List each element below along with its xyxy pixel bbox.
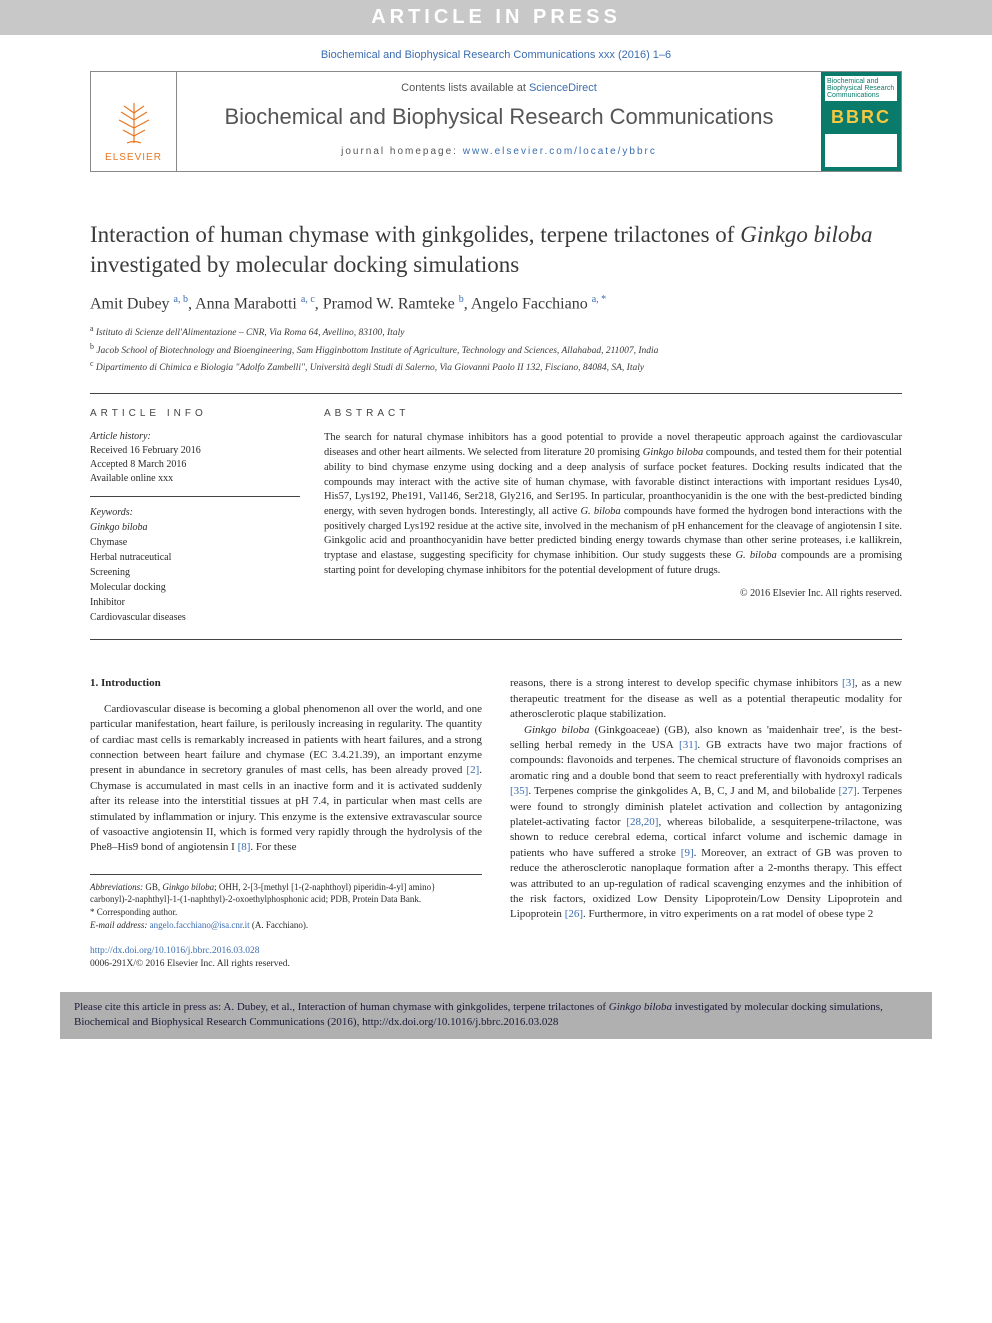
article-in-press-banner: ARTICLE IN PRESS <box>0 0 992 35</box>
footnotes: Abbreviations: GB, Ginkgo biloba; OHH, 2… <box>90 874 482 931</box>
elsevier-text: ELSEVIER <box>105 152 162 163</box>
received-date: Received 16 February 2016 <box>90 444 300 458</box>
accepted-date: Accepted 8 March 2016 <box>90 458 300 472</box>
keyword: Screening <box>90 565 300 580</box>
keyword: Cardiovascular diseases <box>90 610 300 625</box>
keyword: Inhibitor <box>90 595 300 610</box>
abstract-copyright: © 2016 Elsevier Inc. All rights reserved… <box>324 588 902 599</box>
paragraph: Cardiovascular disease is becoming a glo… <box>90 702 482 856</box>
abstract: ABSTRACT The search for natural chymase … <box>324 394 902 625</box>
paragraph: Ginkgo biloba (Ginkgoaceae) (GB), also k… <box>510 723 902 923</box>
bbrc-cover-label: Biochemical and Biophysical Research Com… <box>825 76 897 101</box>
cite-in-press-box: Please cite this article in press as: A.… <box>60 992 932 1039</box>
citation-line: Biochemical and Biophysical Research Com… <box>0 35 992 71</box>
info-abstract-row: ARTICLE INFO Article history: Received 1… <box>90 394 902 625</box>
doi-link[interactable]: http://dx.doi.org/10.1016/j.bbrc.2016.03… <box>90 946 260 956</box>
corresponding-author: * Corresponding author. <box>90 906 482 919</box>
keyword: Chymase <box>90 535 300 550</box>
article-title: Interaction of human chymase with ginkgo… <box>90 220 902 280</box>
keyword: Herbal nutraceutical <box>90 550 300 565</box>
body-columns: 1. Introduction Cardiovascular disease i… <box>90 676 902 931</box>
abstract-heading: ABSTRACT <box>324 408 902 419</box>
homepage-prefix: journal homepage: <box>341 146 463 157</box>
issn-copyright: 0006-291X/© 2016 Elsevier Inc. All right… <box>90 959 290 969</box>
homepage-link[interactable]: www.elsevier.com/locate/ybbrc <box>463 146 657 157</box>
column-right: reasons, there is a strong interest to d… <box>510 676 902 931</box>
abstract-text: The search for natural chymase inhibitor… <box>324 431 902 578</box>
available-date: Available online xxx <box>90 472 300 486</box>
journal-header: ELSEVIER Contents lists available at Sci… <box>90 71 902 172</box>
journal-homepage: journal homepage: www.elsevier.com/locat… <box>193 146 805 157</box>
paragraph: reasons, there is a strong interest to d… <box>510 676 902 722</box>
article-history: Article history: Received 16 February 20… <box>90 431 300 497</box>
authors-list: Amit Dubey a, b, Anna Marabotti a, c, Pr… <box>90 294 902 313</box>
keywords-list: Ginkgo biloba Chymase Herbal nutraceutic… <box>90 520 300 625</box>
history-label: Article history: <box>90 431 300 442</box>
keyword: Ginkgo biloba <box>90 520 300 535</box>
divider <box>90 639 902 640</box>
email-link[interactable]: angelo.facchiano@isa.cnr.it <box>150 920 250 930</box>
email-suffix: (A. Facchiano). <box>250 920 308 930</box>
bbrc-cover: Biochemical and Biophysical Research Com… <box>821 72 901 171</box>
header-center: Contents lists available at ScienceDirec… <box>177 72 821 171</box>
bbrc-acronym: BBRC <box>825 107 897 128</box>
elsevier-tree-icon <box>109 98 159 148</box>
journal-name: Biochemical and Biophysical Research Com… <box>193 104 805 130</box>
keywords-label: Keywords: <box>90 507 300 518</box>
affiliation-a: a Istituto di Scienze dell'Alimentazione… <box>90 323 902 340</box>
affiliation-c: c Dipartimento di Chimica e Biologia "Ad… <box>90 358 902 375</box>
keyword: Molecular docking <box>90 580 300 595</box>
sciencedirect-link[interactable]: ScienceDirect <box>529 82 597 94</box>
elsevier-logo: ELSEVIER <box>91 72 177 171</box>
article-info: ARTICLE INFO Article history: Received 1… <box>90 394 300 625</box>
doi-block: http://dx.doi.org/10.1016/j.bbrc.2016.03… <box>90 945 902 972</box>
email-label: E-mail address: <box>90 920 150 930</box>
contents-available: Contents lists available at ScienceDirec… <box>193 82 805 94</box>
section-heading: 1. Introduction <box>90 676 482 691</box>
contents-prefix: Contents lists available at <box>401 82 529 94</box>
column-left: 1. Introduction Cardiovascular disease i… <box>90 676 482 931</box>
article-info-heading: ARTICLE INFO <box>90 408 300 419</box>
affiliation-b: b Jacob School of Biotechnology and Bioe… <box>90 341 902 358</box>
bbrc-cover-image <box>825 134 897 167</box>
email-line: E-mail address: angelo.facchiano@isa.cnr… <box>90 919 482 932</box>
abbreviations: Abbreviations: GB, Ginkgo biloba; OHH, 2… <box>90 881 482 906</box>
affiliations: a Istituto di Scienze dell'Alimentazione… <box>90 323 902 375</box>
